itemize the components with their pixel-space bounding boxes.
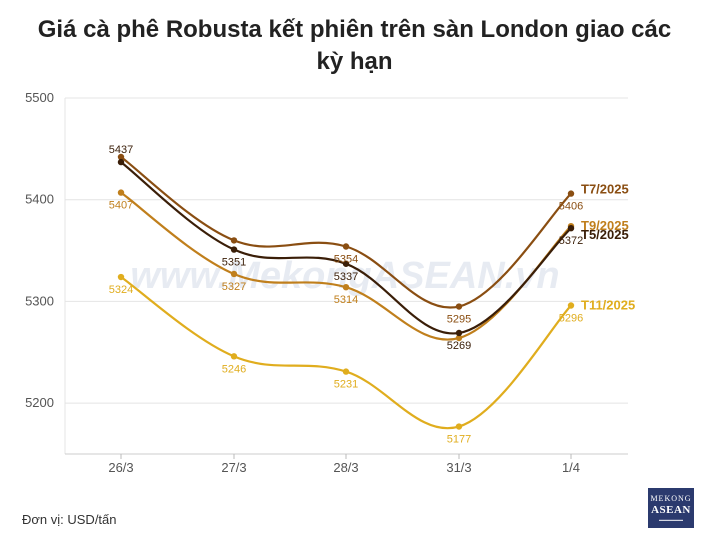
data-point-T9/2025 (342, 283, 350, 291)
data-label: 5407 (109, 200, 133, 212)
data-label: 5327 (222, 281, 246, 293)
data-label: 5231 (334, 379, 358, 391)
data-point-T7/2025 (567, 190, 575, 197)
series-line-T11/2025 (120, 276, 572, 430)
data-label: 5296 (559, 312, 583, 324)
data-point-T5/2025 (567, 224, 575, 232)
series-end-label: T9/2025 (581, 218, 629, 233)
data-point-T5/2025 (455, 329, 463, 337)
data-point-T11/2025 (117, 273, 125, 281)
data-label: 5314 (334, 294, 358, 306)
chart-title: Giá cà phê Robusta kết phiên trên sàn Lo… (37, 16, 672, 75)
data-label: 5324 (109, 284, 133, 296)
data-point-T11/2025 (567, 302, 575, 309)
data-point-T9/2025 (117, 189, 125, 196)
x-tick-label: 27/3 (221, 460, 246, 475)
x-tick-label: 26/3 (108, 460, 133, 475)
x-tick-label: 31/3 (446, 460, 471, 475)
data-point-T7/2025 (455, 303, 463, 310)
data-point-T7/2025 (230, 237, 238, 244)
logo-line1: MEKONG (650, 494, 692, 503)
data-point-T11/2025 (230, 353, 238, 360)
logo-tagline-mark: ▬▬▬▬▬▬ (659, 517, 683, 522)
data-point-T11/2025 (342, 368, 350, 375)
y-tick-label: 5500 (25, 90, 54, 105)
unit-label: Đơn vị: USD/tấn (22, 512, 117, 527)
data-point-T5/2025 (230, 246, 238, 253)
series-end-label: T5/2025 (581, 227, 629, 242)
mekong-asean-logo: MEKONG ASEAN ▬▬▬▬▬▬ (648, 488, 694, 528)
x-tick-label: 28/3 (333, 460, 358, 475)
data-label: 5406 (559, 201, 583, 213)
data-point-T7/2025 (342, 243, 350, 250)
data-label: 5437 (109, 144, 133, 156)
data-label: 5337 (334, 271, 358, 283)
data-point-T9/2025 (455, 334, 463, 342)
data-point-T7/2025 (117, 153, 125, 161)
data-label: 5295 (447, 314, 471, 326)
data-label: 5351 (222, 257, 246, 269)
data-label: 5354 (334, 254, 358, 266)
logo-line2: ASEAN (651, 504, 691, 516)
data-label: 5177 (447, 434, 471, 446)
series-end-label: T7/2025 (581, 182, 629, 197)
data-point-T5/2025 (117, 158, 125, 166)
y-tick-label: 5200 (25, 395, 54, 410)
data-label: 5269 (447, 340, 471, 352)
data-point-T11/2025 (455, 423, 463, 430)
data-label: 5372 (559, 235, 583, 247)
data-point-T5/2025 (342, 260, 350, 267)
x-tick-label: 1/4 (562, 460, 580, 475)
data-point-T9/2025 (230, 270, 238, 278)
data-label: 5246 (222, 363, 246, 375)
y-tick-label: 5300 (25, 293, 54, 308)
y-tick-label: 5400 (25, 192, 54, 207)
series-end-label: T11/2025 (581, 297, 635, 312)
